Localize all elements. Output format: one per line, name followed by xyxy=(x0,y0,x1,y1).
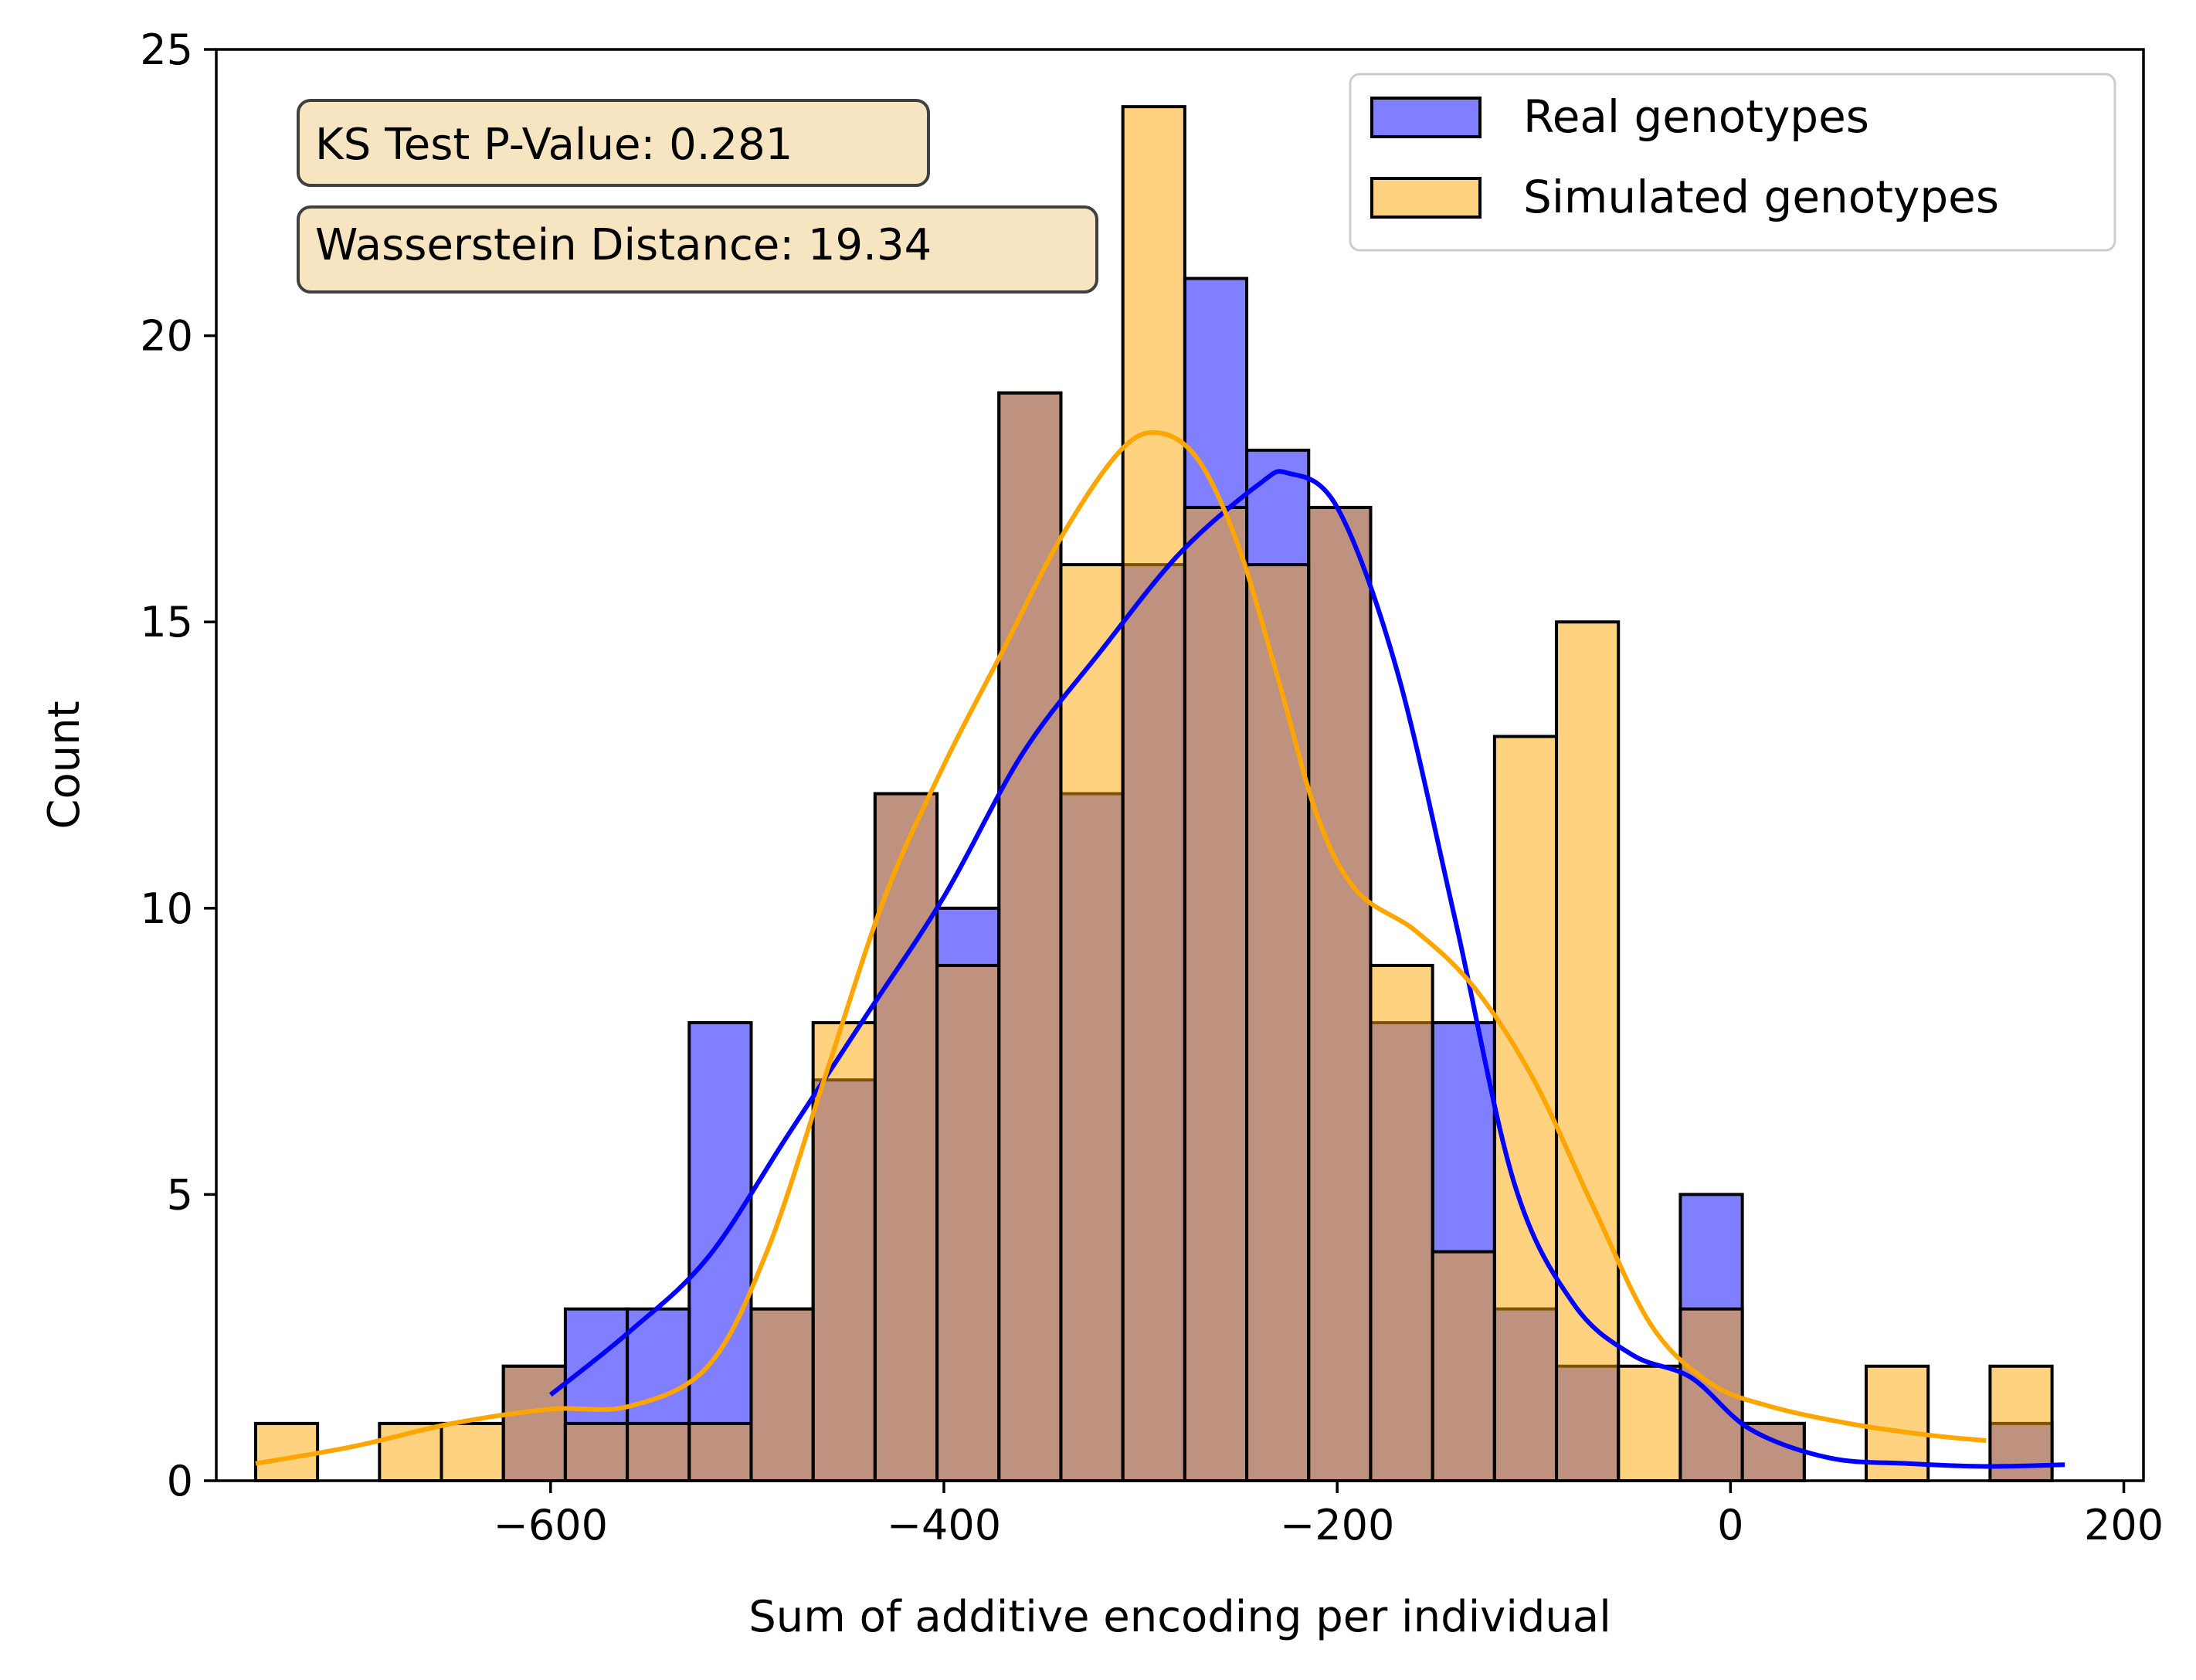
simulated-genotypes-bar xyxy=(1431,1250,1496,1483)
plot-frame xyxy=(215,48,2145,1482)
simulated-genotypes-bar xyxy=(1307,505,1373,1483)
real-genotypes-kde-line xyxy=(548,469,2065,1469)
simulated-genotypes-bar xyxy=(1988,1364,2054,1483)
ks-test-text: KS Test P-Value: 0.281 xyxy=(315,120,793,170)
axes: −600 −400 −200 0 200 0 5 10 15 20 25 Sum of additiv… xyxy=(39,25,2164,1642)
simulated-genotypes-bar xyxy=(563,1421,630,1483)
legend-swatch xyxy=(1370,177,1482,219)
simulated-genotypes-bar xyxy=(935,963,1001,1483)
simulated-genotypes-bar xyxy=(811,1021,877,1483)
simulated-genotypes-kde-line xyxy=(255,429,1987,1466)
legend: Real genotypes Simulated genotypes xyxy=(1349,73,2116,252)
simulated-genotypes-bar xyxy=(1369,963,1434,1483)
x-tick-label: −600 xyxy=(494,1501,608,1549)
y-tick-label: 10 xyxy=(140,884,193,933)
legend-swatch xyxy=(1370,97,1482,138)
simulated-genotypes-bar xyxy=(440,1421,505,1483)
wasserstein-text: Wasserstein Distance: 19.34 xyxy=(315,220,932,270)
x-tick-label: −400 xyxy=(887,1501,1001,1549)
simulated-genotypes-bar xyxy=(1555,620,1621,1483)
simulated-genotypes-bar xyxy=(253,1421,320,1483)
real-genotypes-bar xyxy=(687,1021,753,1483)
y-tick-label: 25 xyxy=(140,25,193,74)
simulated-genotypes-bar xyxy=(1245,563,1311,1483)
simulated-genotypes-bar xyxy=(1617,1364,1682,1483)
simulated-genotypes-bar xyxy=(501,1364,567,1483)
y-tick-label: 0 xyxy=(167,1457,193,1505)
simulated-genotypes-bar xyxy=(1183,505,1249,1483)
y-axis-label: Count xyxy=(39,701,90,829)
y-tick-label: 20 xyxy=(140,312,193,361)
kde-lines xyxy=(255,429,2065,1469)
stat-box xyxy=(297,99,930,187)
x-axis-label: Sum of additive encoding per individual xyxy=(748,1592,1611,1642)
x-tick-label: 200 xyxy=(2084,1501,2164,1549)
simulated-genotypes-bar xyxy=(1059,563,1125,1483)
stat-box xyxy=(297,205,1098,294)
x-tick-label: 0 xyxy=(1717,1501,1743,1549)
y-tick-label: 5 xyxy=(167,1170,193,1219)
y-tick-label: 15 xyxy=(140,598,193,647)
simulated-genotypes-bar xyxy=(1121,105,1186,1482)
simulated-genotypes-bars xyxy=(253,105,2054,1483)
simulated-genotypes-bar xyxy=(626,1421,691,1483)
annotations: KS Test P-Value: 0.281 Wasserstein Distan… xyxy=(297,99,1098,294)
simulated-genotypes-bar xyxy=(749,1307,815,1483)
legend-box xyxy=(1349,73,2116,252)
x-tick-label: −200 xyxy=(1280,1501,1394,1549)
legend-label: Simulated genotypes xyxy=(1523,171,1999,223)
legend-label: Real genotypes xyxy=(1523,90,1869,143)
simulated-genotypes-bar xyxy=(687,1421,753,1483)
